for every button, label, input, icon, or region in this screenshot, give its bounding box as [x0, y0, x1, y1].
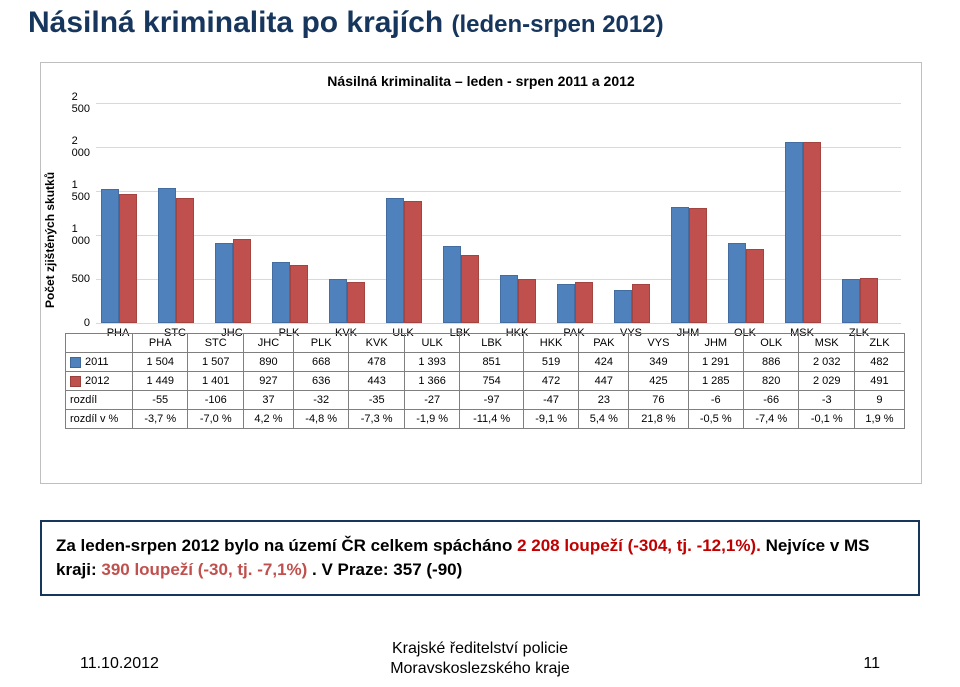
bar-2011-JHC	[215, 243, 233, 323]
bar-2012-LBK	[461, 255, 479, 323]
bar-2012-KVK	[347, 282, 365, 323]
footer-page: 11	[863, 655, 880, 673]
footer-line2: Moravskoslezského kraje	[390, 660, 570, 677]
page-title: Násilná kriminalita po krajích (leden-sr…	[28, 6, 664, 40]
bar-2011-VYS	[614, 290, 632, 323]
summary-text: . V Praze: 357 (-90)	[312, 560, 462, 579]
bar-2012-JHM	[689, 208, 707, 323]
chart-data-table: PHASTCJHCPLKKVKULKLBKHKKPAKVYSJHMOLKMSKZ…	[65, 333, 905, 429]
bar-2011-LBK	[443, 246, 461, 323]
bar-2012-JHC	[233, 239, 251, 323]
summary-highlight-2: 390 loupeží (-30, tj. -7,1%)	[101, 560, 307, 579]
bar-2012-OLK	[746, 249, 764, 323]
bar-2011-PHA	[101, 189, 119, 323]
summary-text: Za leden-srpen 2012 bylo na území ČR cel…	[56, 536, 517, 555]
bar-2012-VYS	[632, 284, 650, 323]
title-sub: (leden-srpen 2012)	[452, 11, 664, 38]
summary-box: Za leden-srpen 2012 bylo na území ČR cel…	[40, 520, 920, 596]
title-main: Násilná kriminalita po krajích	[28, 6, 452, 39]
bar-2011-HKK	[500, 275, 518, 323]
bar-2012-STC	[176, 198, 194, 323]
chart-container: Násilná kriminalita – leden - srpen 2011…	[40, 62, 922, 484]
bar-2011-PLK	[272, 262, 290, 323]
bar-2012-PAK	[575, 282, 593, 323]
bar-2012-PLK	[290, 265, 308, 323]
bar-2011-JHM	[671, 207, 689, 323]
bar-2011-STC	[158, 188, 176, 323]
bar-2011-OLK	[728, 243, 746, 323]
bar-2011-ZLK	[842, 279, 860, 323]
chart-ylabel: Počet zjištěných skutků	[43, 172, 57, 308]
chart-plot: 05001 0001 5002 0002 500PHASTCJHCPLKKVKU…	[96, 103, 901, 323]
summary-highlight-1: 2 208 loupeží (-304, tj. -12,1%).	[517, 536, 761, 555]
bar-2012-ZLK	[860, 278, 878, 323]
bar-2011-KVK	[329, 279, 347, 323]
bar-2011-MSK	[785, 142, 803, 323]
chart-title: Násilná kriminalita – leden - srpen 2011…	[41, 73, 921, 89]
bar-2011-ULK	[386, 198, 404, 323]
bar-2012-MSK	[803, 142, 821, 323]
bar-2011-PAK	[557, 284, 575, 323]
footer-line1: Krajské ředitelství policie	[392, 640, 568, 657]
bar-2012-PHA	[119, 194, 137, 324]
footer-center: Krajské ředitelství policie Moravskoslez…	[0, 639, 960, 679]
bar-2012-ULK	[404, 201, 422, 323]
bar-2012-HKK	[518, 279, 536, 323]
